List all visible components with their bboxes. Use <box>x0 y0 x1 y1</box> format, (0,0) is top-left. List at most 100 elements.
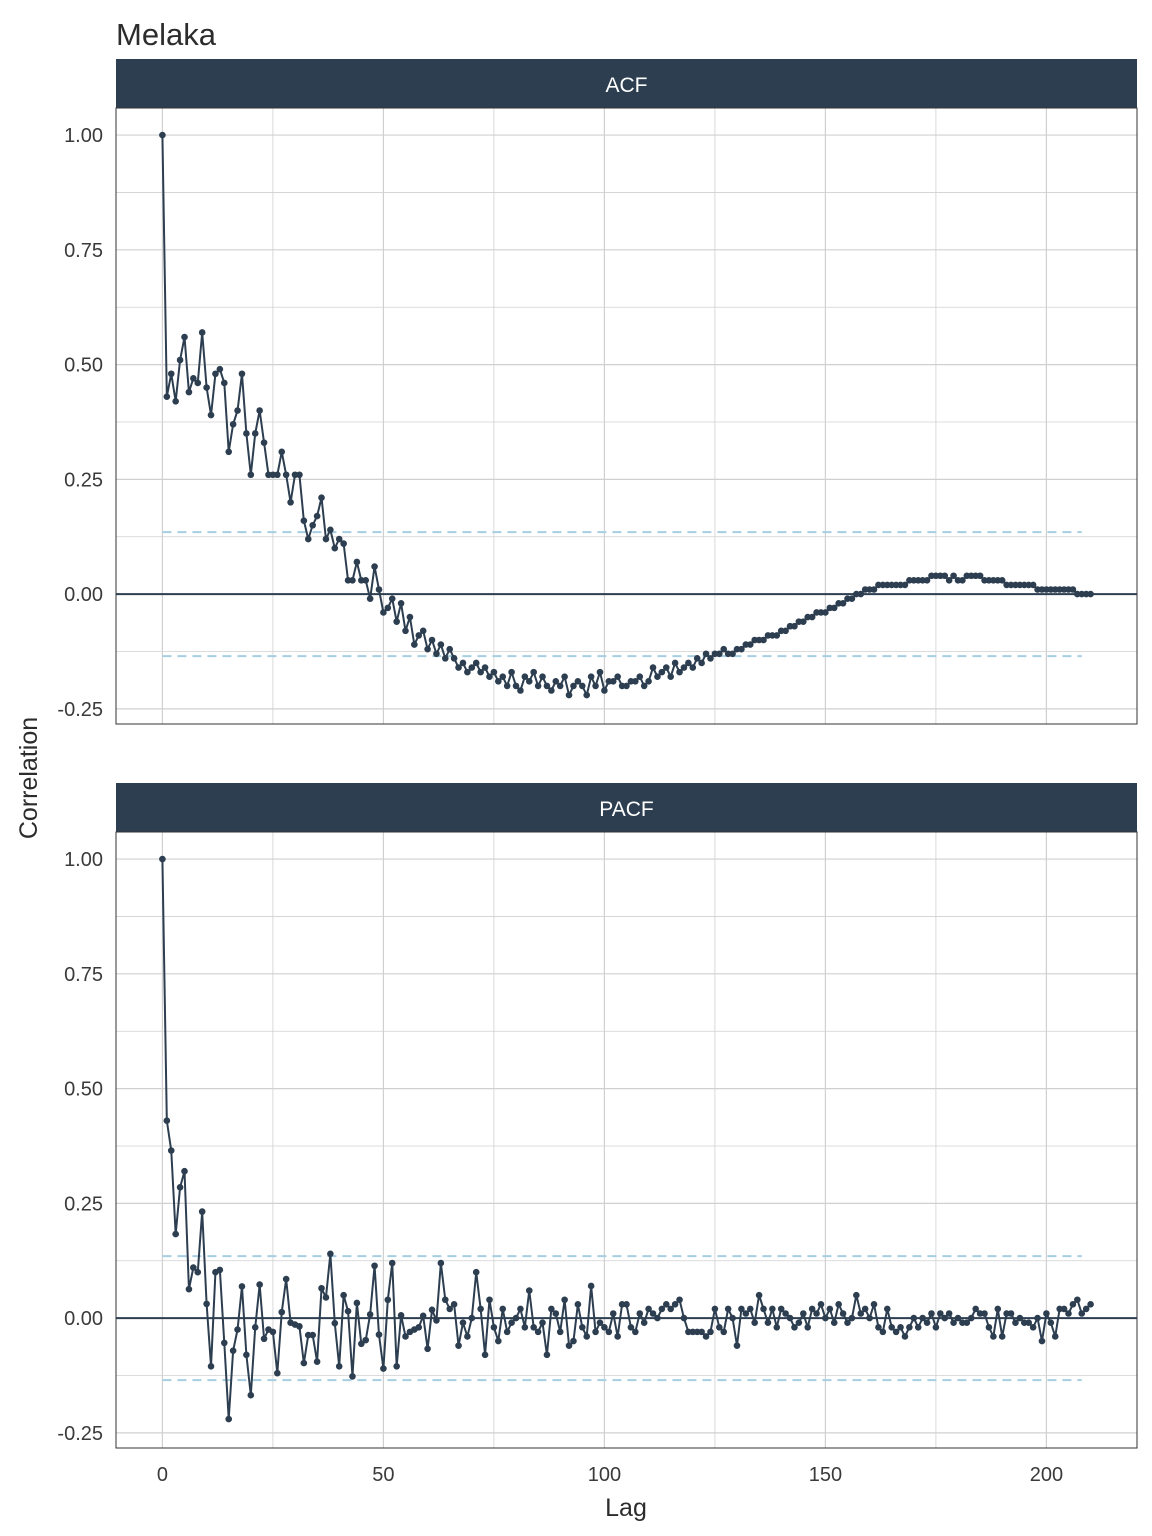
data-point <box>375 586 383 593</box>
data-point <box>446 645 454 653</box>
data-point <box>1016 1314 1024 1322</box>
data-point <box>384 1296 392 1304</box>
data-point <box>919 1314 926 1322</box>
series-line <box>161 859 1092 1420</box>
y-tick-label: 1.00 <box>64 849 103 871</box>
data-point <box>1074 1296 1081 1304</box>
y-tick-label: -0.25 <box>57 699 103 721</box>
data-point <box>693 655 701 662</box>
data-point <box>437 1259 445 1267</box>
x-tick-label: 0 <box>157 1464 168 1486</box>
data-point <box>707 1328 714 1336</box>
data-point <box>906 1323 913 1331</box>
data-point <box>318 1284 325 1292</box>
data-point <box>468 1314 476 1322</box>
data-point <box>508 1319 515 1326</box>
data-point <box>424 1345 431 1353</box>
data-point <box>375 1331 383 1338</box>
data-point <box>729 650 736 658</box>
data-point <box>556 1328 564 1336</box>
data-point <box>521 673 529 681</box>
data-point <box>830 1319 838 1326</box>
data-point <box>632 678 639 685</box>
data-point <box>503 1328 511 1336</box>
data-point <box>707 655 714 662</box>
facet-strip-label: PACF <box>599 798 653 821</box>
data-point <box>720 645 728 653</box>
data-point <box>945 577 953 584</box>
data-point <box>990 1333 997 1340</box>
data-point <box>711 1305 719 1313</box>
data-point <box>393 618 400 625</box>
data-point <box>742 1310 750 1317</box>
data-point <box>777 1305 785 1313</box>
data-point <box>799 1310 807 1317</box>
data-point <box>525 678 533 685</box>
data-point <box>362 1336 370 1344</box>
data-point <box>499 673 507 681</box>
data-point <box>190 1264 197 1271</box>
panel-border <box>115 107 1138 725</box>
data-point <box>857 1310 865 1317</box>
y-tick-label: 0.50 <box>64 355 103 377</box>
data-point <box>1060 1305 1068 1313</box>
data-point <box>556 682 564 690</box>
data-point <box>928 1310 935 1317</box>
x-axis-label: Lag <box>605 1494 647 1522</box>
data-point <box>769 1305 776 1313</box>
data-point <box>839 1310 847 1317</box>
data-point <box>194 1268 202 1276</box>
data-point <box>932 1323 940 1331</box>
data-point <box>716 1323 723 1331</box>
data-point <box>985 1323 993 1331</box>
data-point <box>689 664 697 671</box>
data-point <box>998 1333 1006 1340</box>
data-point <box>477 668 484 676</box>
data-point <box>269 1328 277 1336</box>
data-point <box>490 668 498 676</box>
data-point <box>914 1323 922 1331</box>
data-point <box>808 613 816 621</box>
data-point <box>1025 1319 1033 1326</box>
data-point <box>963 1319 971 1326</box>
data-point <box>636 1310 644 1317</box>
data-point <box>220 379 228 387</box>
data-point <box>185 1285 193 1293</box>
facet-strip <box>116 59 1137 108</box>
data-point <box>353 558 361 566</box>
data-point <box>247 1391 255 1399</box>
data-point <box>654 673 661 681</box>
data-point <box>574 678 582 685</box>
data-point <box>649 664 657 671</box>
panel-pacf: PACF 1.00 0.75 0.50 0.25 0.00 -0.25 0 50 100 150 20… <box>57 783 1138 1486</box>
y-axis-label: Correlation <box>15 717 43 839</box>
data-point <box>534 1328 542 1336</box>
data-point <box>654 1314 661 1322</box>
data-point <box>945 1310 953 1317</box>
data-point <box>808 1305 816 1313</box>
data-point <box>335 535 343 543</box>
data-point <box>1034 1314 1041 1322</box>
data-point <box>530 1323 537 1331</box>
data-point <box>530 668 537 676</box>
data-point <box>959 577 966 584</box>
data-point <box>954 1314 962 1322</box>
data-point <box>574 1301 582 1308</box>
data-point <box>702 1333 710 1340</box>
data-point <box>1051 1333 1059 1340</box>
data-point <box>380 1365 387 1372</box>
data-point <box>366 595 374 602</box>
data-point <box>892 1328 900 1336</box>
data-point <box>910 1314 918 1322</box>
data-point <box>481 1351 489 1359</box>
data-point <box>450 655 458 662</box>
data-point <box>216 1266 224 1274</box>
chart-title: Melaka <box>116 17 217 52</box>
x-tick-label: 100 <box>588 1464 621 1486</box>
x-tick-label: 200 <box>1030 1464 1063 1486</box>
data-point <box>260 1335 268 1343</box>
data-point <box>596 668 604 676</box>
data-point <box>393 1362 400 1370</box>
data-point <box>472 1268 480 1276</box>
